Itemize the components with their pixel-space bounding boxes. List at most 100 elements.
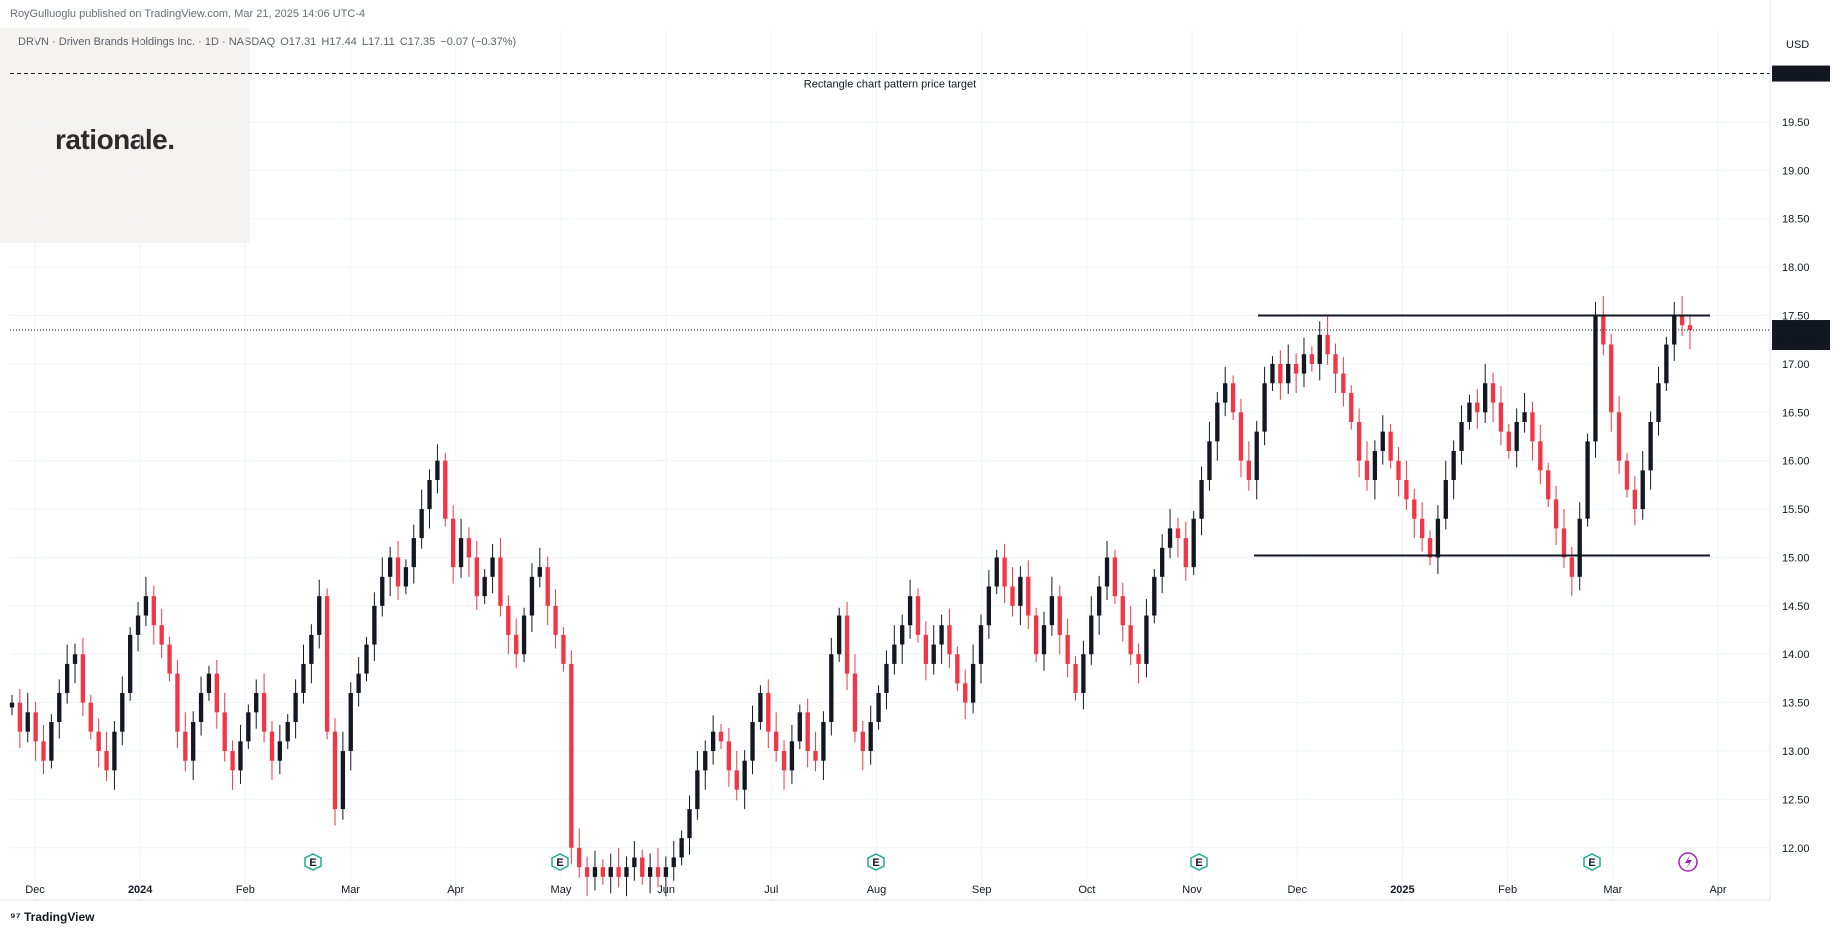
- candle: [805, 698, 810, 768]
- earnings-icon: E: [867, 853, 885, 871]
- candle-body: [33, 712, 38, 742]
- candle: [671, 841, 676, 881]
- candle-body: [1356, 421, 1362, 461]
- countdown-label: 01:53:20: [1776, 336, 1819, 348]
- candle-body: [852, 673, 858, 732]
- candle: [616, 847, 621, 888]
- candle-body: [1301, 354, 1307, 374]
- candle-body: [269, 731, 275, 761]
- candle: [521, 607, 527, 662]
- axes: USD 12.00 12.50 13.00 13.50 14.00 14.50 15.00 15…: [0, 0, 1830, 901]
- x-tick-label: Dec: [1287, 884, 1307, 896]
- candle: [876, 685, 881, 730]
- candle: [1207, 421, 1212, 491]
- candle: [506, 595, 511, 655]
- candle: [718, 723, 724, 750]
- y-tick-label: 18.00: [1782, 262, 1810, 274]
- candle: [1018, 566, 1023, 626]
- candle-body: [1278, 363, 1283, 384]
- candle: [1160, 534, 1165, 594]
- candle: [624, 856, 629, 897]
- candle-body: [829, 654, 834, 722]
- x-tick-label: Feb: [1498, 884, 1517, 896]
- candle: [112, 721, 117, 790]
- publisher-credit: RoyGulluoglu published on TradingView.co…: [10, 8, 366, 20]
- candle: [198, 676, 204, 736]
- candle-body: [80, 654, 86, 703]
- candle: [1498, 386, 1504, 446]
- candle: [340, 731, 346, 820]
- candle: [1490, 372, 1496, 422]
- candle-body: [616, 867, 621, 877]
- candle-body: [703, 751, 708, 771]
- candle-body: [1388, 431, 1393, 461]
- candle: [104, 731, 109, 782]
- earnings-icon-shape: [551, 853, 569, 871]
- candle-body: [561, 634, 566, 664]
- candle-body: [679, 838, 684, 858]
- x-tick-label: Apr: [447, 884, 464, 896]
- candle: [80, 637, 86, 717]
- candle-body: [214, 673, 219, 713]
- candle: [1404, 460, 1409, 511]
- candle: [553, 589, 558, 649]
- candle-body: [1144, 615, 1149, 664]
- candle-body: [1057, 596, 1062, 635]
- candle: [419, 489, 424, 549]
- candle: [947, 608, 952, 668]
- candle-body: [175, 673, 180, 732]
- candle: [955, 646, 960, 692]
- x-tick-label: Jun: [657, 884, 675, 896]
- candle-body: [1010, 586, 1015, 606]
- candle-body: [301, 663, 306, 693]
- candle-body: [939, 625, 944, 645]
- y-tick-label: 16.00: [1782, 456, 1810, 468]
- candle-body: [1104, 557, 1110, 587]
- candle: [703, 740, 708, 790]
- candle: [1026, 560, 1031, 630]
- candles: [9, 296, 1693, 897]
- candle: [1538, 424, 1543, 484]
- candle: [183, 712, 188, 772]
- y-tick-label: 12.00: [1782, 843, 1810, 855]
- candle: [49, 714, 54, 769]
- candle: [1546, 462, 1551, 508]
- candle: [1223, 366, 1228, 417]
- candle-body: [1679, 315, 1685, 326]
- candle-body: [1081, 654, 1086, 693]
- watermark-panel: rationale.: [0, 28, 250, 243]
- candle: [1002, 543, 1007, 603]
- price-target-text: Rectangle chart pattern price target: [804, 79, 976, 91]
- candle-body: [963, 683, 968, 703]
- candle-body: [1459, 421, 1464, 451]
- candle: [679, 830, 684, 866]
- candle: [860, 721, 865, 771]
- candle: [1112, 549, 1118, 604]
- candle: [1033, 607, 1039, 662]
- candle: [293, 679, 298, 739]
- tradingview-brand-text: TradingView: [24, 910, 95, 924]
- candle-body: [1286, 363, 1291, 384]
- candle: [868, 705, 873, 765]
- candle-body: [1096, 586, 1102, 616]
- candle-body: [1309, 354, 1315, 364]
- candle: [285, 714, 290, 750]
- candle-body: [222, 712, 227, 752]
- candle: [332, 718, 338, 826]
- candle-body: [718, 731, 724, 742]
- candle: [1601, 296, 1606, 356]
- candle-body: [766, 692, 771, 732]
- candle: [1451, 440, 1456, 500]
- candle: [151, 585, 156, 645]
- candle-body: [1349, 392, 1354, 422]
- candle: [380, 557, 385, 617]
- candle-body: [1167, 528, 1173, 548]
- candle-body: [1341, 373, 1346, 393]
- candle-body: [1128, 625, 1133, 655]
- candle-body: [1089, 615, 1094, 655]
- candle-body: [238, 741, 243, 771]
- candle: [1687, 314, 1693, 350]
- candle-body: [206, 673, 212, 693]
- candle: [1656, 366, 1661, 436]
